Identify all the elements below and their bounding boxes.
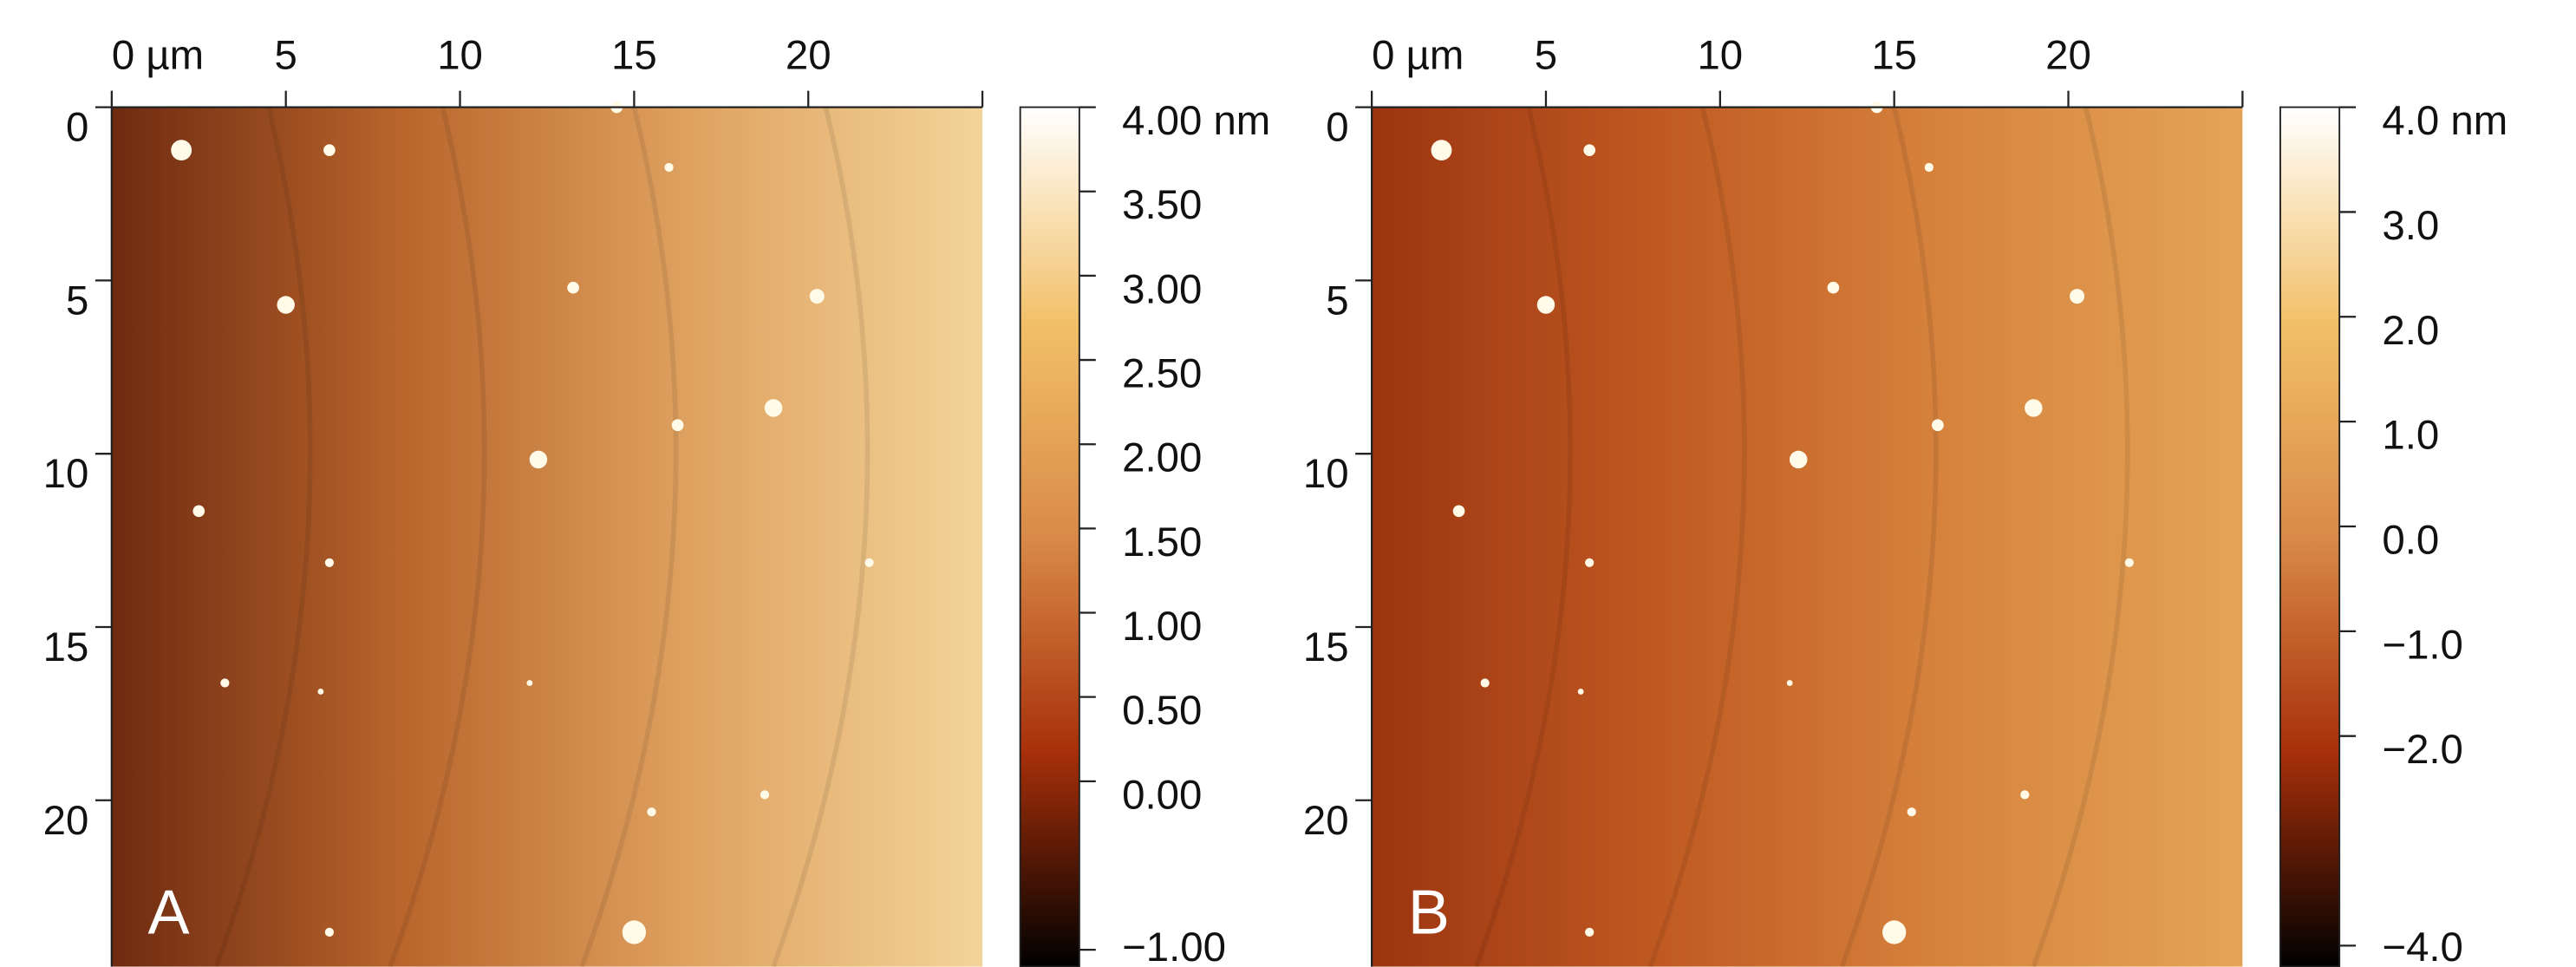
particle bbox=[1585, 559, 1594, 567]
colorbar bbox=[1021, 108, 1079, 967]
particle bbox=[864, 559, 873, 567]
x-tick-label: 15 bbox=[611, 32, 657, 78]
particle bbox=[1828, 282, 1840, 294]
y-tick-label: 15 bbox=[43, 624, 89, 670]
colorbar-tick-label: 4.0 nm bbox=[2382, 98, 2508, 144]
particle bbox=[1790, 451, 1807, 468]
colorbar-tick-label: 0.00 bbox=[1122, 772, 1202, 818]
colorbar-tick-label: 3.00 bbox=[1122, 266, 1202, 312]
x-tick-label: 20 bbox=[786, 32, 831, 78]
particle bbox=[810, 289, 825, 304]
particle bbox=[765, 399, 782, 416]
particle bbox=[325, 559, 334, 567]
colorbar-tick-label: 0.50 bbox=[1122, 688, 1202, 734]
particle bbox=[323, 144, 336, 156]
particle bbox=[192, 506, 205, 518]
particle bbox=[171, 140, 192, 160]
particle bbox=[1908, 807, 1916, 816]
particle bbox=[623, 920, 646, 944]
panel-label: B bbox=[1408, 879, 1450, 948]
y-tick-label: 10 bbox=[1303, 451, 1349, 497]
colorbar-tick-label: 1.0 bbox=[2382, 413, 2439, 459]
particle bbox=[1932, 419, 1944, 431]
y-tick-label: 20 bbox=[43, 798, 89, 844]
y-tick-label: 0 bbox=[1326, 105, 1348, 151]
colorbar-tick-label: −4.0 bbox=[2382, 925, 2463, 967]
y-tick-label: 15 bbox=[1303, 624, 1349, 670]
particle bbox=[530, 451, 547, 468]
particle bbox=[1453, 506, 1465, 518]
particle bbox=[220, 678, 229, 687]
y-tick-label: 10 bbox=[43, 451, 89, 497]
x-tick-label: 5 bbox=[1535, 32, 1557, 78]
particle bbox=[526, 680, 532, 686]
colorbar-tick-label: 3.50 bbox=[1122, 182, 1202, 228]
colorbar-tick-label: 2.0 bbox=[2382, 308, 2439, 354]
particle bbox=[1583, 144, 1595, 156]
colorbar-tick-label: 1.50 bbox=[1122, 519, 1202, 565]
particle bbox=[1537, 296, 1555, 313]
colorbar-tick-label: −1.0 bbox=[2382, 622, 2463, 668]
particle bbox=[672, 419, 684, 431]
particle bbox=[647, 807, 655, 816]
particle bbox=[567, 282, 579, 294]
y-tick-label: 5 bbox=[66, 278, 88, 323]
colorbar-tick-label: 2.50 bbox=[1122, 351, 1202, 397]
particle bbox=[1431, 140, 1452, 160]
particle bbox=[1578, 689, 1584, 695]
particle bbox=[2020, 790, 2029, 799]
particle bbox=[277, 296, 294, 313]
x-tick-label: 10 bbox=[1697, 32, 1743, 78]
particle bbox=[760, 790, 769, 799]
particle bbox=[1787, 680, 1793, 686]
x-tick-label: 20 bbox=[2045, 32, 2091, 78]
particle bbox=[317, 689, 323, 695]
particle bbox=[2125, 559, 2134, 567]
particle bbox=[2025, 399, 2042, 416]
x-tick-label: 0 µm bbox=[112, 32, 204, 78]
figure: 0 µm510152005101520A4.00 nm3.503.002.502… bbox=[0, 0, 2576, 967]
y-tick-label: 5 bbox=[1326, 278, 1348, 323]
colorbar-tick-label: 3.0 bbox=[2382, 203, 2439, 249]
x-tick-label: 10 bbox=[437, 32, 483, 78]
x-tick-label: 15 bbox=[1871, 32, 1917, 78]
particle bbox=[1882, 920, 1906, 944]
colorbar-tick-label: 0.0 bbox=[2382, 517, 2439, 563]
particle bbox=[2070, 289, 2084, 304]
y-tick-label: 0 bbox=[66, 105, 88, 151]
particle bbox=[664, 163, 673, 172]
colorbar bbox=[2280, 108, 2339, 967]
particle bbox=[1481, 678, 1490, 687]
colorbar-tick-label: −2.0 bbox=[2382, 727, 2463, 773]
page: {"chart_data": [ {"type": "image", "pane… bbox=[0, 0, 2576, 967]
particle bbox=[1585, 928, 1594, 937]
panel-label: A bbox=[148, 879, 190, 948]
x-tick-label: 0 µm bbox=[1372, 32, 1464, 78]
colorbar-tick-label: −1.00 bbox=[1122, 925, 1226, 967]
colorbar-tick-label: 2.00 bbox=[1122, 435, 1202, 481]
particle bbox=[1925, 163, 1934, 172]
particle bbox=[325, 928, 334, 937]
colorbar-tick-label: 1.00 bbox=[1122, 604, 1202, 650]
x-tick-label: 5 bbox=[275, 32, 297, 78]
colorbar-tick-label: 4.00 nm bbox=[1122, 98, 1270, 144]
y-tick-label: 20 bbox=[1303, 798, 1349, 844]
